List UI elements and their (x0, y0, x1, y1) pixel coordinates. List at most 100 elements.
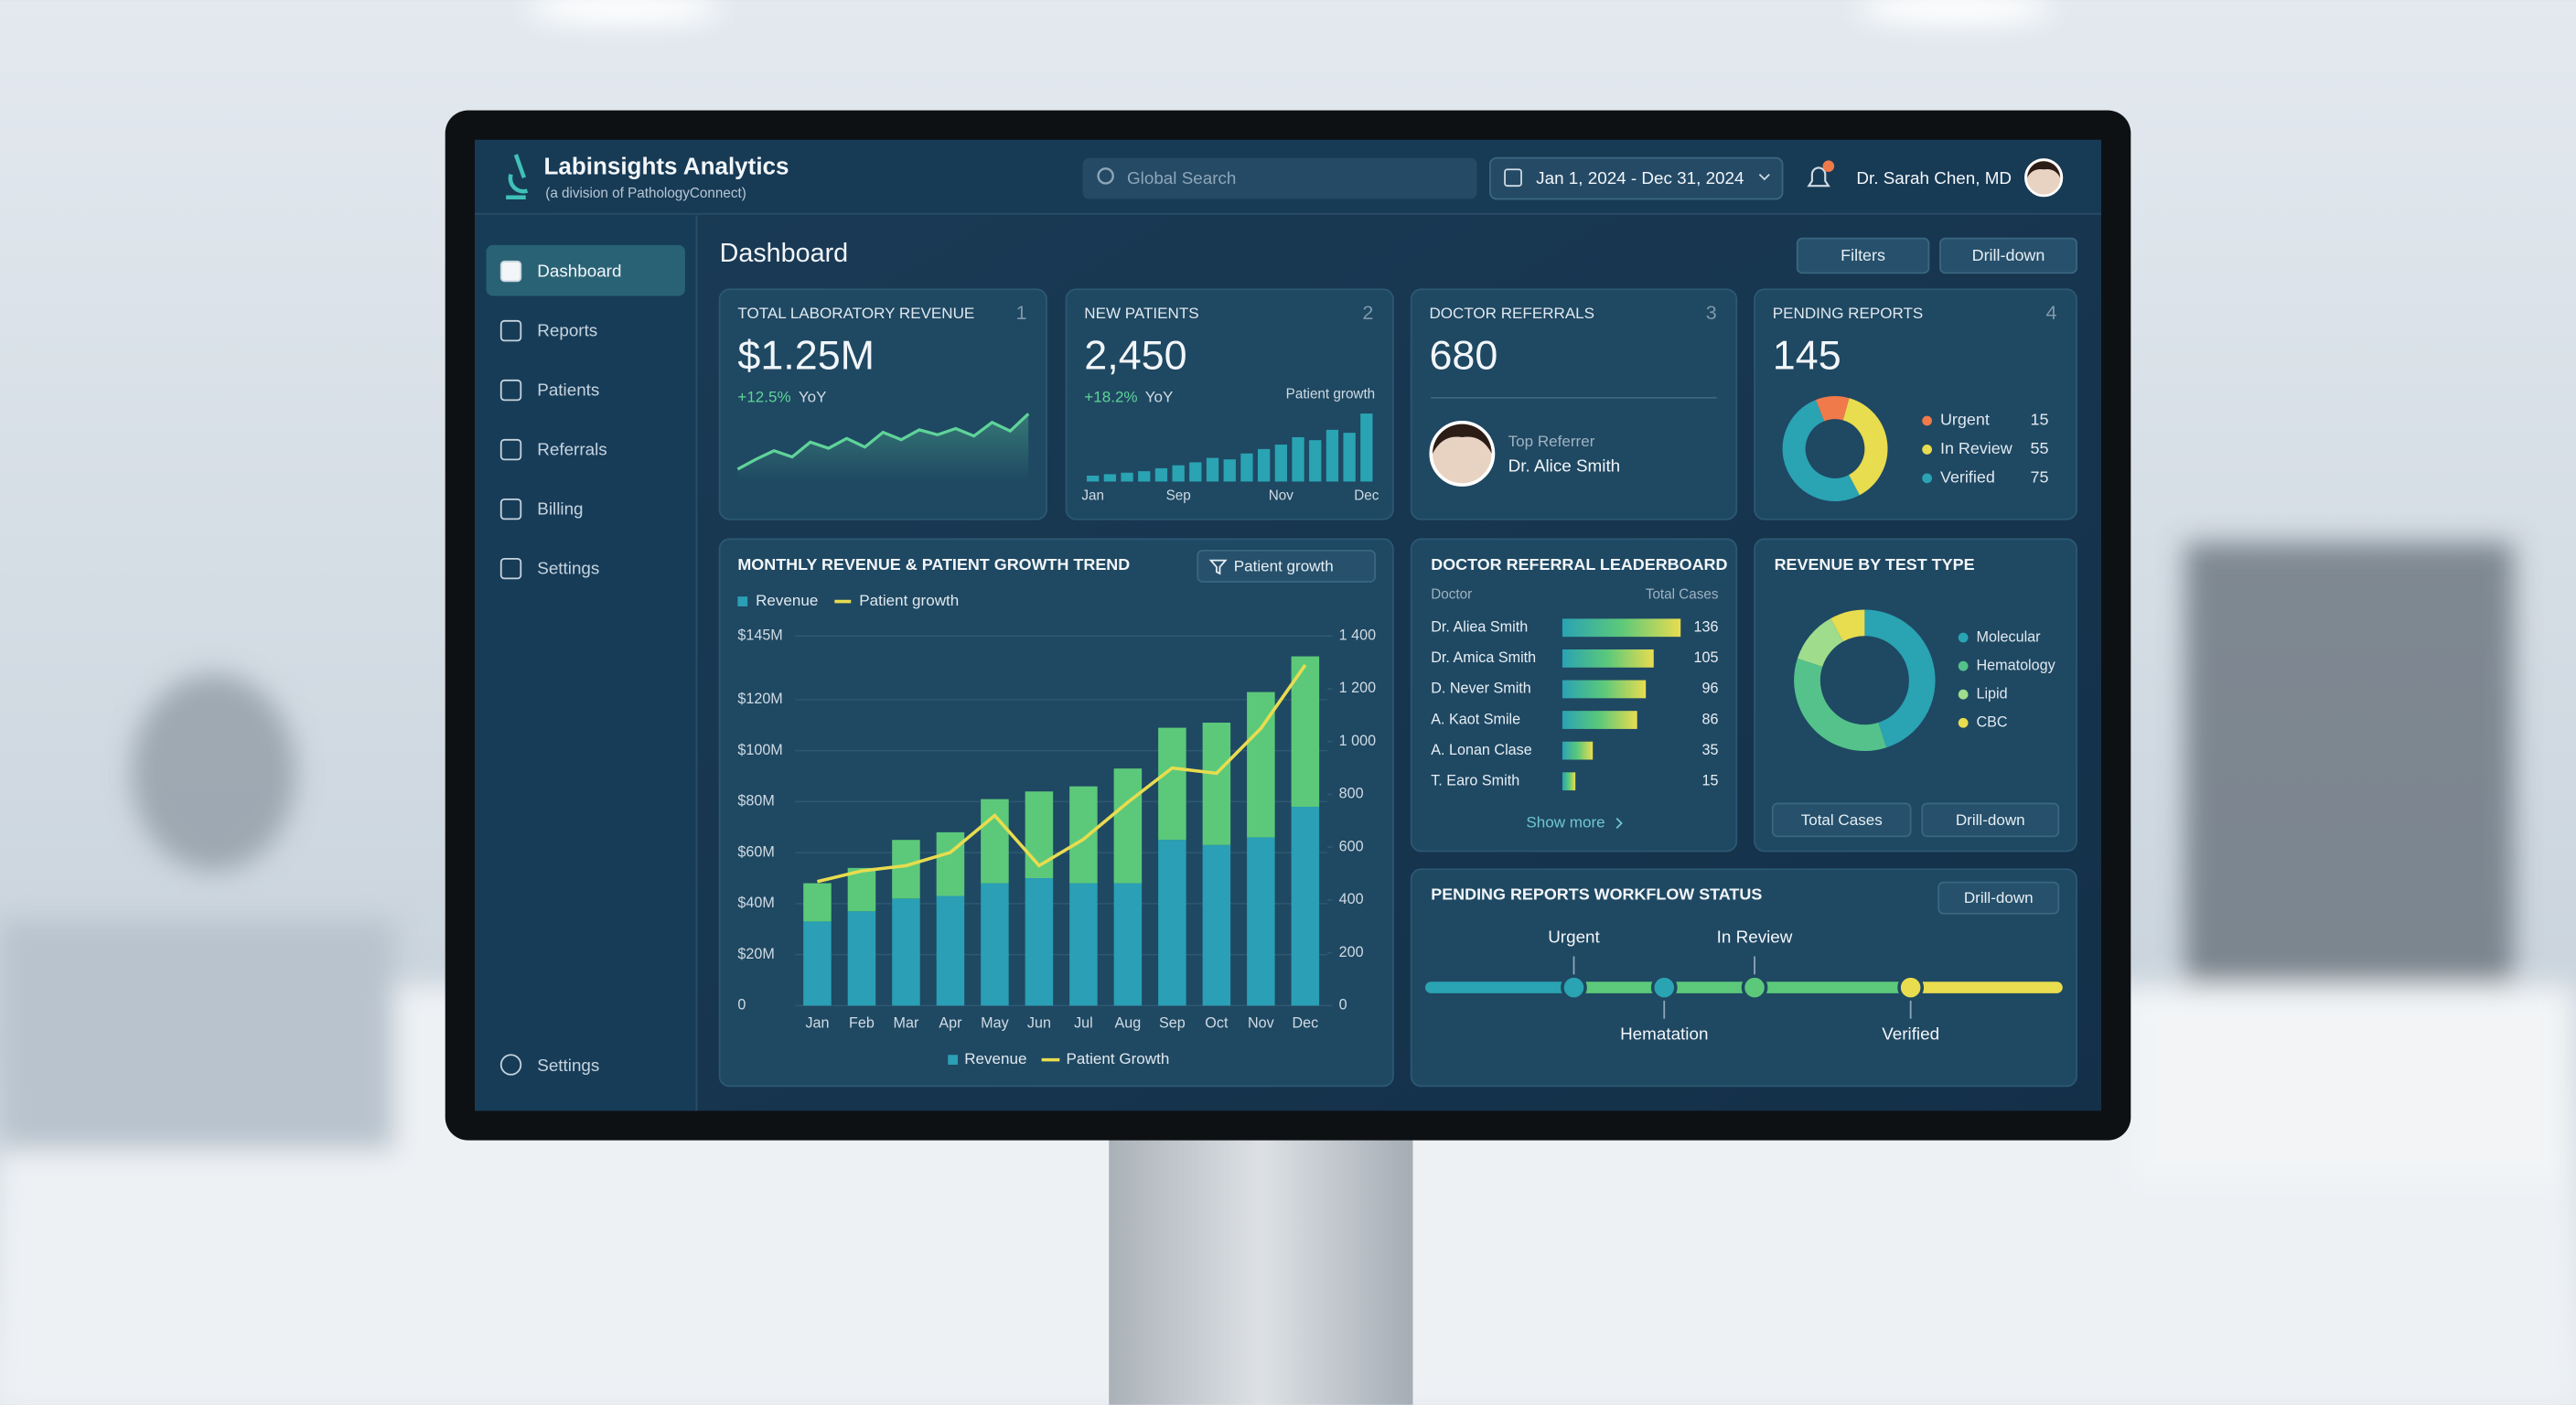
button[interactable] (1939, 237, 2077, 274)
button-label: Drill-down (1972, 246, 2045, 264)
y-tick-label: $100M (737, 742, 782, 758)
nav-icon (499, 379, 522, 402)
search-icon (1097, 167, 1114, 185)
nav-icon (499, 557, 522, 580)
bar (1562, 741, 1594, 760)
card-title: REVENUE BY TEST TYPE (1775, 555, 1975, 574)
legend-swatch (737, 596, 748, 606)
nav-item[interactable]: Dashboard (537, 261, 621, 280)
column-header: Total Cases (1646, 586, 1719, 602)
bar-segment (892, 840, 920, 899)
x-tick-label: Jan (1081, 488, 1104, 504)
show-more[interactable]: Show more (1526, 813, 1605, 831)
y-tick-label: $120M (737, 691, 782, 707)
cabinet (0, 919, 395, 1151)
kpi-value: $1.25M (737, 332, 875, 379)
stage-label: Verified (1882, 1024, 1939, 1044)
y-tick-label: $80M (737, 793, 774, 810)
bar-segment (1069, 883, 1098, 1006)
bar (1189, 462, 1202, 482)
nav-item[interactable]: Settings (537, 559, 599, 578)
bar (1562, 711, 1637, 729)
search-box[interactable] (1082, 157, 1477, 199)
bell-icon[interactable] (1807, 166, 1830, 188)
sparkline (736, 413, 1030, 471)
donut-slice (1842, 398, 1888, 496)
x-tick-label: Mar (894, 1014, 919, 1031)
x-tick-label: Aug (1115, 1014, 1142, 1031)
nav-icon (499, 438, 522, 461)
button[interactable] (1796, 237, 1930, 274)
button[interactable] (1921, 802, 2060, 838)
nav-item[interactable]: Billing (537, 499, 583, 519)
sparkline-area (737, 413, 1029, 482)
chart-label: Patient growth (1286, 386, 1376, 402)
bar-segment (936, 831, 965, 896)
bar-segment (847, 911, 876, 1006)
bar-segment (1247, 837, 1275, 1006)
app-title: Labinsights Analytics (543, 152, 789, 179)
kpi-title: DOCTOR REFERRALS (1429, 305, 1594, 322)
avatar-hair (2027, 161, 2061, 178)
nav-item[interactable]: Reports (537, 320, 597, 339)
legend-label: Urgent (1940, 411, 1990, 429)
nav-icon (499, 1054, 522, 1076)
bar-segment (1025, 878, 1054, 1006)
bar (1309, 440, 1322, 482)
card-title: DOCTOR REFERRAL LEADERBOARD (1431, 555, 1727, 574)
y2-tick-label: 600 (1339, 838, 1364, 854)
monitor-stand (1109, 1138, 1413, 1405)
stage-node (1897, 974, 1925, 1001)
nav-item[interactable]: Patients (537, 380, 599, 399)
donut-slice (1830, 609, 1866, 642)
y-tick-label: $20M (737, 946, 774, 962)
legend-label: Patient Growth (1067, 1050, 1170, 1067)
referrer-hair (1433, 424, 1492, 454)
bar-segment (1113, 768, 1143, 884)
bar-segment (1069, 786, 1098, 884)
legend-label: Molecular (1976, 628, 2041, 645)
stage-node (1741, 974, 1768, 1001)
line-series (817, 663, 1307, 884)
y-tick-label: $60M (737, 843, 774, 860)
referrer-label: Top Referrer (1508, 433, 1595, 450)
kpi-index: 1 (1015, 301, 1026, 324)
stage-label: Hematation (1620, 1024, 1708, 1044)
bar-segment (1158, 840, 1186, 1006)
bar-segment (1113, 883, 1143, 1006)
bar (1240, 453, 1253, 482)
nav-footer[interactable]: Settings (537, 1056, 599, 1075)
y2-tick-label: 400 (1339, 891, 1364, 907)
button[interactable] (1771, 802, 1912, 838)
y-tick-label: $40M (737, 895, 774, 911)
legend-label: CBC (1976, 714, 2007, 731)
case-count: 15 (1702, 772, 1719, 788)
y2-tick-label: 1 400 (1339, 627, 1376, 644)
kpi-title: TOTAL LABORATORY REVENUE (737, 305, 974, 322)
bar (1562, 772, 1576, 791)
y2-tick-label: 800 (1339, 786, 1364, 802)
bar-segment (1202, 723, 1231, 845)
bar-segment (1291, 656, 1320, 807)
kpi-title: PENDING REPORTS (1773, 305, 1924, 322)
button-label: Total Cases (1801, 811, 1883, 829)
kpi-change: +12.5% (737, 388, 790, 405)
case-count: 136 (1694, 619, 1719, 636)
bar (1274, 445, 1287, 482)
kpi-index: 3 (1706, 301, 1717, 324)
button[interactable] (1937, 881, 2060, 915)
date-picker[interactable] (1489, 156, 1784, 200)
bar (1172, 465, 1185, 482)
y-tick-label: 0 (737, 997, 746, 1014)
legend-dot (1958, 689, 1969, 700)
card-title: MONTHLY REVENUE & PATIENT GROWTH TREND (737, 555, 1130, 574)
filter-button[interactable] (1197, 549, 1377, 583)
legend-dot (1922, 473, 1932, 484)
x-tick-label: Dec (1292, 1014, 1318, 1031)
bar (1121, 472, 1133, 482)
bar (1326, 429, 1339, 482)
bar-segment (1202, 844, 1231, 1006)
bar (1292, 436, 1304, 482)
nav-item[interactable]: Referrals (537, 439, 606, 458)
